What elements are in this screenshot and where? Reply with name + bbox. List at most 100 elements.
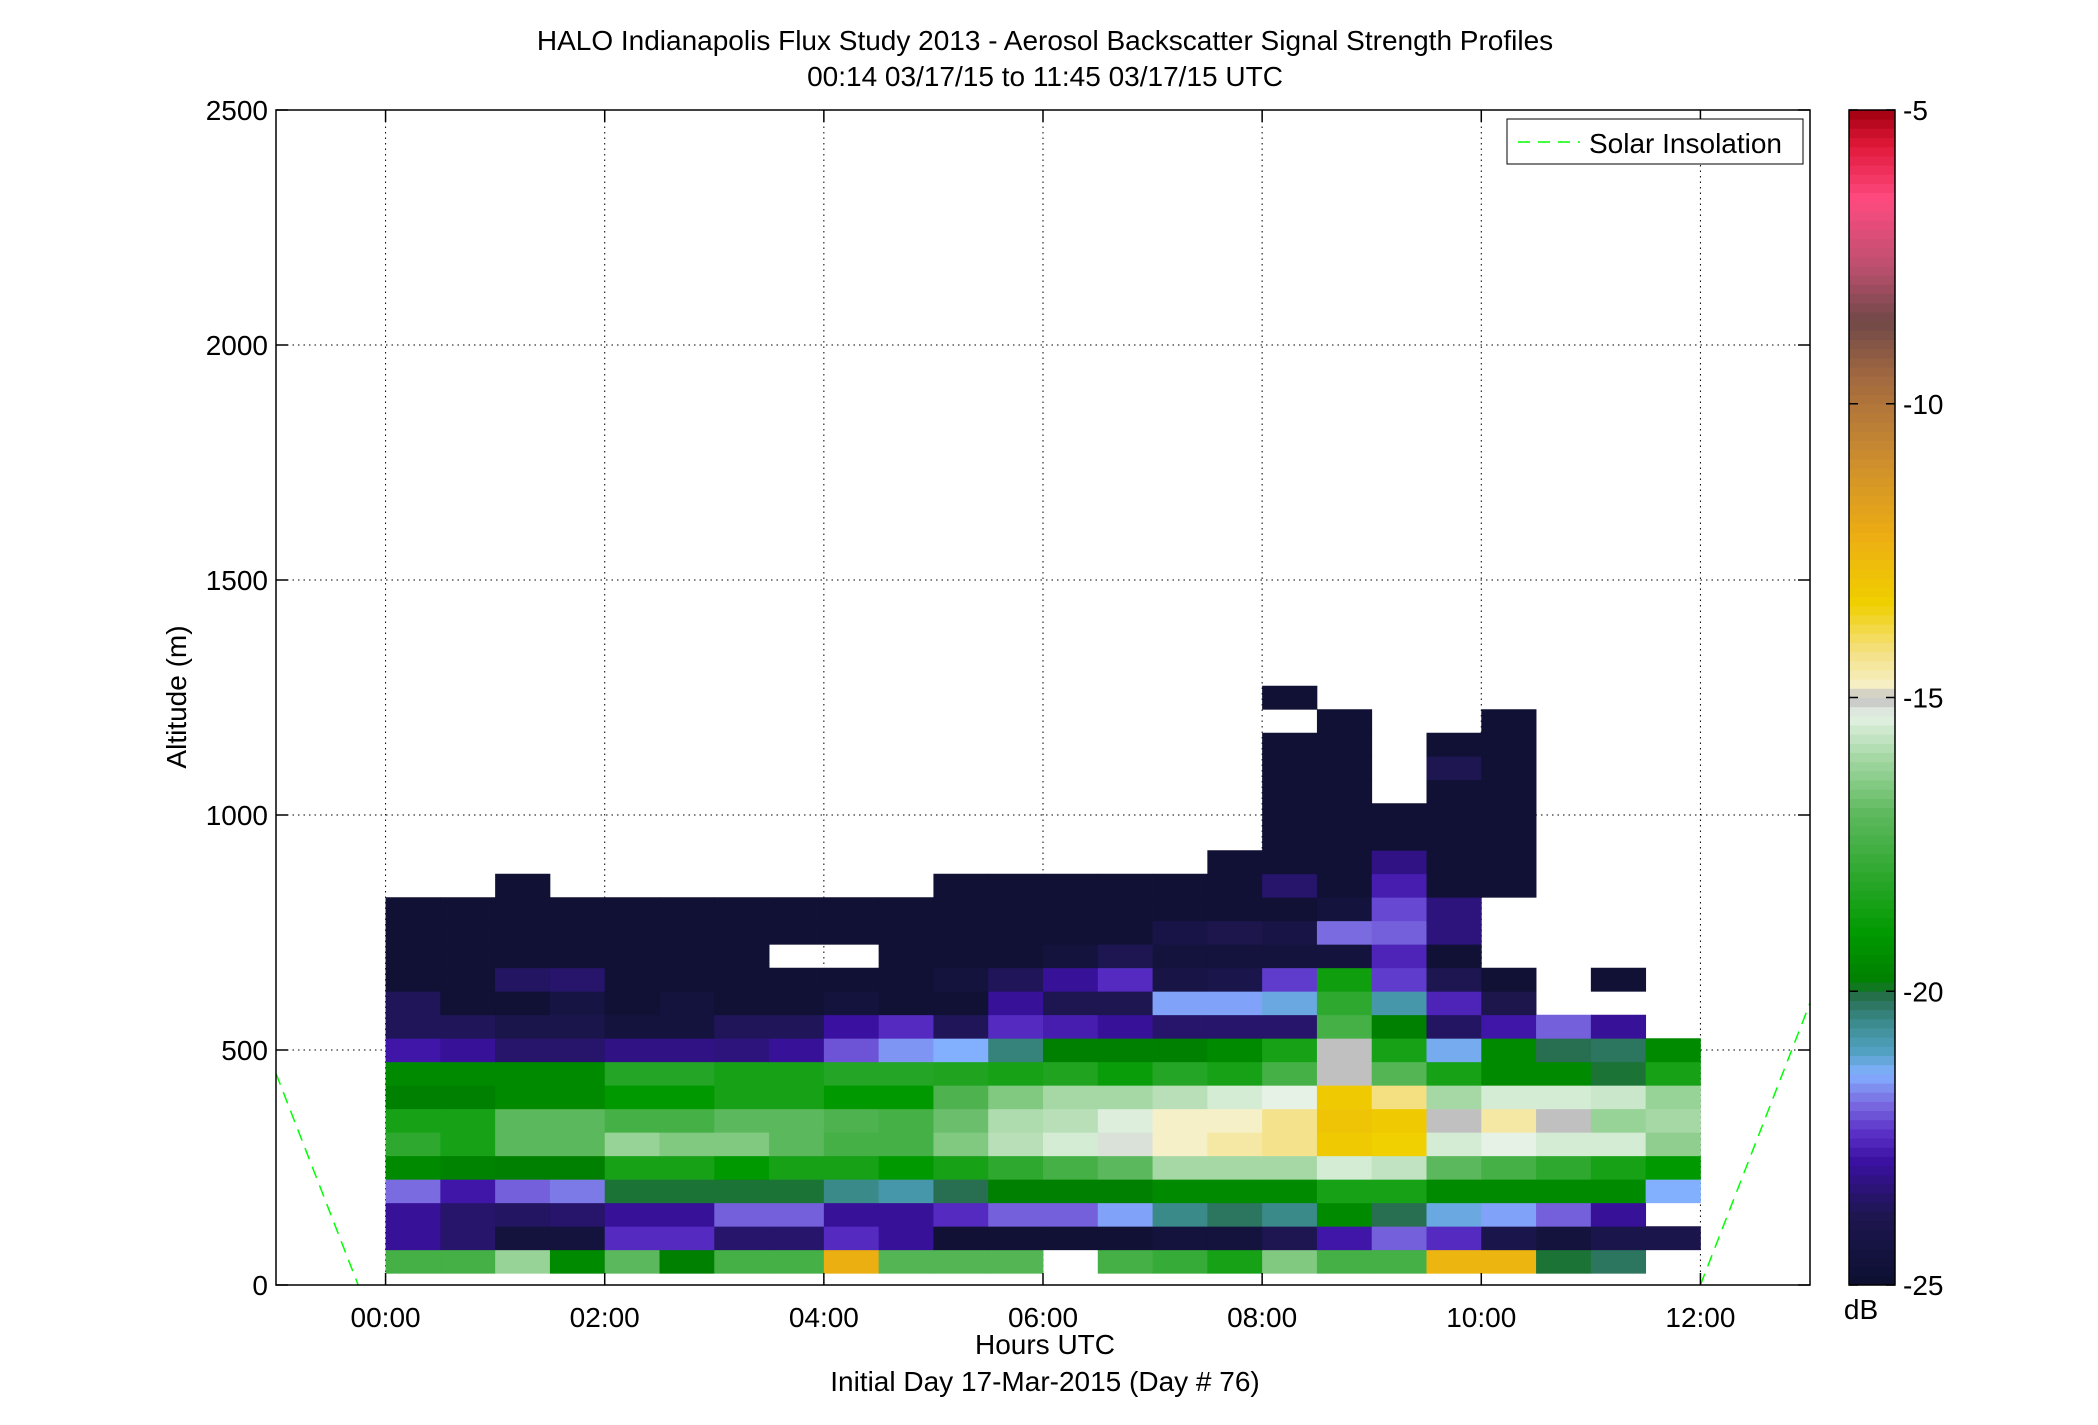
colorbar-segment — [1849, 1147, 1895, 1157]
colorbar-segment — [1849, 1257, 1895, 1268]
heatmap-cell — [440, 944, 496, 969]
heatmap-cell — [1207, 1202, 1263, 1227]
colorbar-segment — [1849, 963, 1895, 974]
heatmap-cell — [495, 1108, 551, 1133]
heatmap-cell — [988, 1085, 1044, 1110]
solar-insolation-segment — [275, 1073, 359, 1286]
heatmap-cell — [1097, 1014, 1153, 1039]
heatmap-cell — [878, 944, 934, 969]
heatmap-cell — [988, 1155, 1044, 1180]
heatmap-cell — [1371, 897, 1427, 922]
heatmap-cell — [878, 991, 934, 1016]
heatmap-cell — [1043, 944, 1099, 969]
heatmap-cell — [659, 1108, 715, 1133]
heatmap-cell — [1316, 897, 1373, 922]
heatmap-cell — [1645, 1085, 1701, 1110]
colorbar-segment — [1849, 330, 1895, 340]
heatmap-cell — [495, 1249, 551, 1274]
heatmap-cell — [549, 1249, 606, 1274]
heatmap-cell — [1097, 1085, 1153, 1110]
colorbar-segment — [1849, 725, 1895, 735]
heatmap-cell — [1097, 1249, 1153, 1274]
x-tick-label: 08:00 — [1227, 1302, 1297, 1333]
colorbar-segment — [1849, 311, 1895, 322]
heatmap-cell — [1043, 967, 1099, 992]
heatmap-cell — [495, 1155, 551, 1180]
heatmap-cell — [385, 1038, 441, 1063]
heatmap-cell — [823, 1155, 880, 1180]
heatmap-cell — [495, 967, 551, 992]
heatmap-cell — [1371, 1085, 1427, 1110]
heatmap-cell — [1590, 1061, 1647, 1086]
heatmap-cell — [1207, 1249, 1263, 1274]
heatmap-cell — [878, 1061, 934, 1086]
heatmap-cell — [1426, 967, 1482, 992]
heatmap-cell — [1316, 1179, 1373, 1204]
heatmap-cell — [659, 1085, 715, 1110]
heatmap-cell — [1316, 779, 1373, 804]
heatmap-cell — [1043, 1226, 1099, 1251]
colorbar-segment — [1849, 440, 1895, 451]
heatmap-cell — [1590, 1226, 1647, 1251]
colorbar-segment — [1849, 1110, 1895, 1121]
heatmap-cell — [1536, 1155, 1592, 1180]
heatmap-cell — [1316, 1226, 1373, 1251]
heatmap-cell — [988, 991, 1044, 1016]
heatmap-cell — [1371, 1226, 1427, 1251]
heatmap-cell — [1481, 873, 1537, 898]
heatmap-cell — [1207, 920, 1263, 945]
heatmap-cell — [988, 1249, 1044, 1274]
heatmap-cell — [1590, 1038, 1647, 1063]
colorbar-segment — [1849, 1046, 1895, 1057]
heatmap-cell — [1097, 1226, 1153, 1251]
colorbar-segment — [1849, 486, 1895, 497]
heatmap-cell — [1426, 1061, 1482, 1086]
heatmap-cell — [769, 1202, 825, 1227]
heatmap-cell — [823, 1108, 880, 1133]
colorbar-segment — [1849, 605, 1895, 616]
heatmap-cell — [769, 1085, 825, 1110]
heatmap-cell — [659, 1202, 715, 1227]
heatmap-cell — [1207, 1155, 1263, 1180]
colorbar-segment — [1849, 917, 1895, 928]
colorbar-ticks: -5 -10 -15 -20 -25 — [1849, 95, 1943, 1301]
heatmap-cell — [1097, 967, 1153, 992]
heatmap-cell — [385, 897, 441, 922]
heatmap-cell — [1316, 967, 1373, 992]
colorbar-segment — [1849, 412, 1895, 423]
x-tick-label: 06:00 — [1008, 1302, 1078, 1333]
heatmap-cell — [1097, 1155, 1153, 1180]
heatmap-cell — [1426, 1202, 1482, 1227]
heatmap-cell — [1371, 991, 1427, 1016]
heatmap-cell — [1152, 1108, 1208, 1133]
colorbar-segment — [1849, 559, 1895, 570]
heatmap-cell — [1426, 732, 1482, 757]
colorbar-segment — [1849, 210, 1895, 221]
heatmap-cell — [714, 897, 770, 922]
heatmap-cell — [1097, 991, 1153, 1016]
colorbar-segment — [1849, 541, 1895, 552]
heatmap-cell — [988, 873, 1044, 898]
heatmap-cell — [1371, 873, 1427, 898]
colorbar-segment — [1849, 532, 1895, 542]
colorbar-segment — [1849, 706, 1895, 717]
heatmap-cell — [1207, 1108, 1263, 1133]
heatmap-cell — [495, 1061, 551, 1086]
heatmap-cell — [1207, 873, 1263, 898]
heatmap-cell — [1481, 709, 1537, 734]
heatmap-cell — [1645, 1226, 1701, 1251]
heatmap-cell — [1207, 1179, 1263, 1204]
heatmap-cell — [878, 1226, 934, 1251]
heatmap-cell — [659, 1038, 715, 1063]
heatmap-cell — [1481, 1202, 1537, 1227]
heatmap-cell — [1262, 920, 1318, 945]
heatmap-cell — [1316, 1249, 1373, 1274]
colorbar-segment — [1849, 394, 1895, 405]
heatmap-cell — [988, 1108, 1044, 1133]
heatmap-cell — [440, 1108, 496, 1133]
heatmap-cell — [1426, 803, 1482, 828]
heatmap-cell — [1207, 967, 1263, 992]
heatmap-cell — [1426, 1179, 1482, 1204]
heatmap-cell — [933, 1226, 989, 1251]
heatmap-cell — [878, 1132, 934, 1157]
